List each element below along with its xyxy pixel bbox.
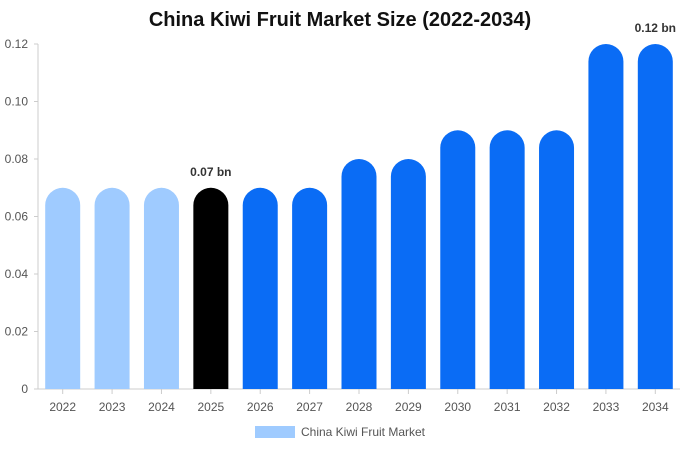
x-tick-label: 2023 bbox=[99, 400, 126, 414]
legend-swatch bbox=[254, 426, 295, 438]
x-tick-label: 2033 bbox=[593, 400, 620, 414]
x-tick-label: 2028 bbox=[346, 400, 373, 414]
bar-2027[interactable] bbox=[292, 187, 328, 389]
bar-2025[interactable] bbox=[193, 187, 229, 389]
legend: China Kiwi Fruit Market bbox=[0, 425, 680, 439]
bar-2031[interactable] bbox=[489, 130, 525, 389]
x-tick-label: 2025 bbox=[197, 400, 224, 414]
y-tick-label: 0.10 bbox=[5, 95, 29, 109]
x-tick-label: 2032 bbox=[543, 400, 570, 414]
x-tick-label: 2031 bbox=[494, 400, 521, 414]
bar-2032[interactable] bbox=[539, 130, 575, 389]
y-tick-label: 0.06 bbox=[5, 210, 29, 224]
bar-2028[interactable] bbox=[341, 159, 377, 389]
bar-2024[interactable] bbox=[143, 187, 179, 389]
x-tick-label: 2027 bbox=[296, 400, 323, 414]
bar-2029[interactable] bbox=[390, 159, 426, 389]
data-label-2025: 0.07 bn bbox=[190, 165, 231, 179]
bar-2026[interactable] bbox=[242, 187, 278, 389]
x-tick-label: 2024 bbox=[148, 400, 175, 414]
bar-2023[interactable] bbox=[94, 187, 130, 389]
x-tick-label: 2030 bbox=[444, 400, 471, 414]
y-tick-label: 0.08 bbox=[5, 152, 29, 166]
x-tick-label: 2022 bbox=[49, 400, 76, 414]
x-tick-label: 2034 bbox=[642, 400, 669, 414]
y-tick-label: 0.02 bbox=[5, 325, 29, 339]
bar-2034[interactable] bbox=[637, 44, 673, 389]
y-tick-label: 0.12 bbox=[5, 37, 29, 51]
legend-label: China Kiwi Fruit Market bbox=[300, 425, 426, 439]
bar-2033[interactable] bbox=[588, 44, 624, 389]
y-tick-label: 0.04 bbox=[5, 267, 29, 281]
data-label-2034: 0.12 bn bbox=[635, 21, 676, 35]
x-tick-label: 2026 bbox=[247, 400, 274, 414]
y-tick-label: 0 bbox=[21, 382, 28, 396]
bar-2030[interactable] bbox=[440, 130, 476, 389]
bar-2022[interactable] bbox=[45, 187, 81, 389]
chart-title: China Kiwi Fruit Market Size (2022-2034) bbox=[148, 9, 532, 31]
x-tick-label: 2029 bbox=[395, 400, 422, 414]
